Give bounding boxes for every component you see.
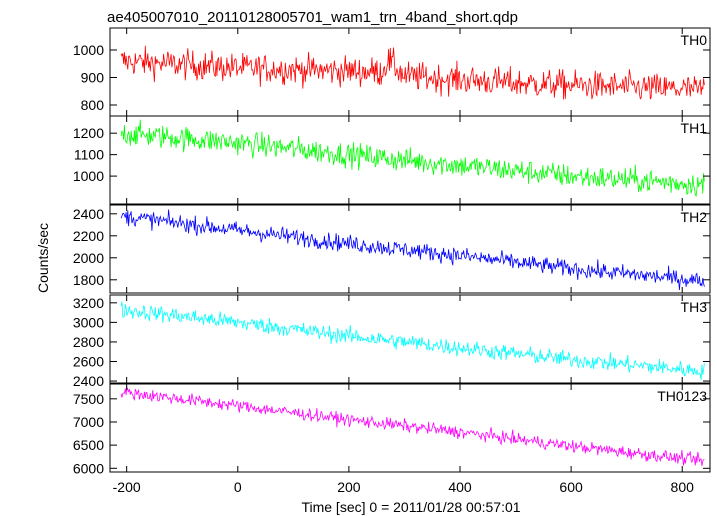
- chart-title: ae405007010_20110128005701_wam1_trn_4ban…: [107, 9, 518, 26]
- x-tick-label: 800: [671, 479, 695, 495]
- x-tick-label: 600: [559, 479, 583, 495]
- x-tick-label: 400: [448, 479, 472, 495]
- panel-th2: 1800 2000 2200 2400 TH2: [73, 204, 711, 294]
- x-tick-label: 0: [234, 479, 242, 495]
- panel-label-th2: TH2: [681, 209, 708, 225]
- y-tick-label: 7000: [73, 414, 104, 430]
- series-line-th0123: [120, 386, 705, 466]
- panel-label-th3: TH3: [681, 299, 708, 315]
- y-tick-label: 2000: [73, 250, 104, 266]
- y-tick-label: 6000: [73, 460, 104, 476]
- y-axis-label: Counts/sec: [35, 223, 51, 293]
- panel-label-th0123: TH0123: [657, 388, 707, 404]
- panel-th1: 1000 1100 1200 TH1: [73, 115, 711, 205]
- panel-label-th1: TH1: [681, 120, 708, 136]
- y-tick-label: 1200: [73, 125, 104, 141]
- y-tick-label: 7500: [73, 391, 104, 407]
- y-tick-label: 1000: [73, 42, 104, 58]
- panel-frame: [109, 383, 711, 473]
- x-tick-label: -200: [113, 479, 141, 495]
- y-tick-label: 2600: [73, 353, 104, 369]
- y-tick-label: 2400: [73, 373, 104, 389]
- series-line-th2: [120, 209, 705, 291]
- series-line-th3: [120, 301, 705, 380]
- y-tick-label: 1100: [74, 147, 104, 163]
- y-tick-label: 800: [81, 97, 105, 113]
- panel-label-th0: TH0: [681, 32, 708, 48]
- panel-frame: [109, 294, 711, 384]
- panel-th0123: 6000 6500 7000 7500 TH0123: [73, 383, 711, 476]
- panel-frame: [109, 115, 711, 205]
- series-line-th0: [120, 45, 705, 100]
- y-tick-label: 2400: [73, 206, 104, 222]
- panel-th0: 800 900 1000 TH0: [73, 27, 711, 117]
- x-axis-label: Time [sec] 0 = 2011/01/28 00:57:01: [301, 499, 520, 515]
- series-line-th1: [120, 119, 705, 198]
- panel-frame: [109, 204, 711, 294]
- y-tick-label: 1800: [73, 272, 104, 288]
- panel-th3: 2400 2600 2800 3000 3200 TH3: [73, 294, 711, 389]
- y-tick-label: 900: [81, 70, 105, 86]
- y-tick-label: 3200: [73, 295, 104, 311]
- y-tick-label: 3000: [73, 314, 104, 330]
- y-tick-label: 2800: [73, 334, 104, 350]
- y-tick-label: 6500: [73, 437, 104, 453]
- y-tick-label: 2200: [73, 228, 104, 244]
- x-tick-label: 200: [337, 479, 361, 495]
- y-tick-label: 1000: [73, 168, 104, 184]
